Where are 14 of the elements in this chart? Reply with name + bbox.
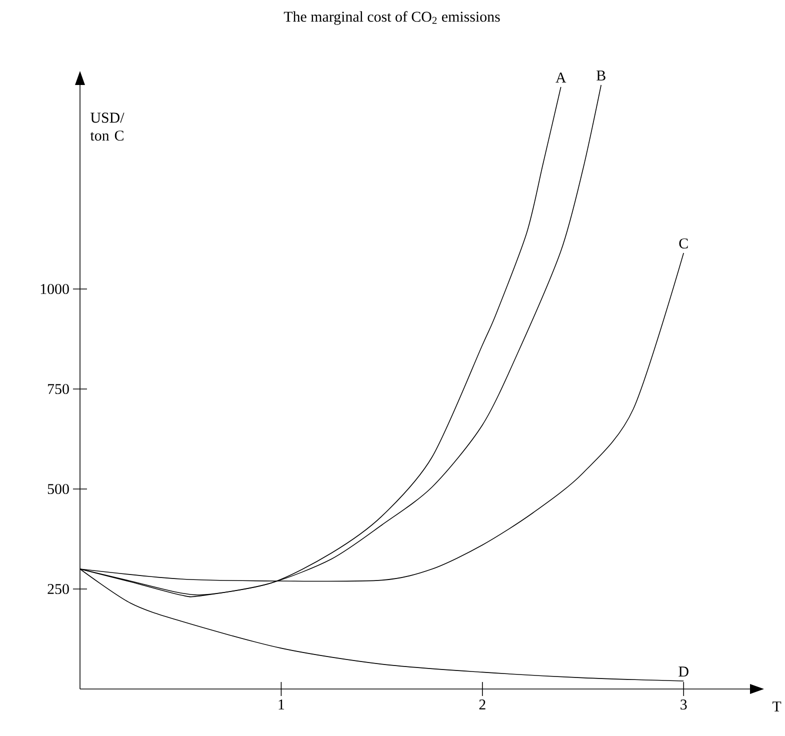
y-tick-label: 1000 <box>40 284 69 294</box>
y-tick-label: 500 <box>48 484 69 494</box>
y-tick-label: 250 <box>48 584 69 594</box>
x-axis-title: T <box>772 702 782 712</box>
x-tick-label: 2 <box>479 700 486 710</box>
series-label: A <box>556 72 566 82</box>
chart-title: The marginal cost of CO$_{2}$ emissions <box>284 11 500 25</box>
series-label: B <box>596 70 606 80</box>
y-tick-label: 750 <box>48 384 69 394</box>
y-axis-title: USD/ ton C <box>90 112 124 141</box>
x-tick-label: 1 <box>278 700 284 710</box>
x-tick-label: 3 <box>680 700 687 710</box>
series-label: D <box>678 666 688 676</box>
series-label: C <box>679 238 688 248</box>
